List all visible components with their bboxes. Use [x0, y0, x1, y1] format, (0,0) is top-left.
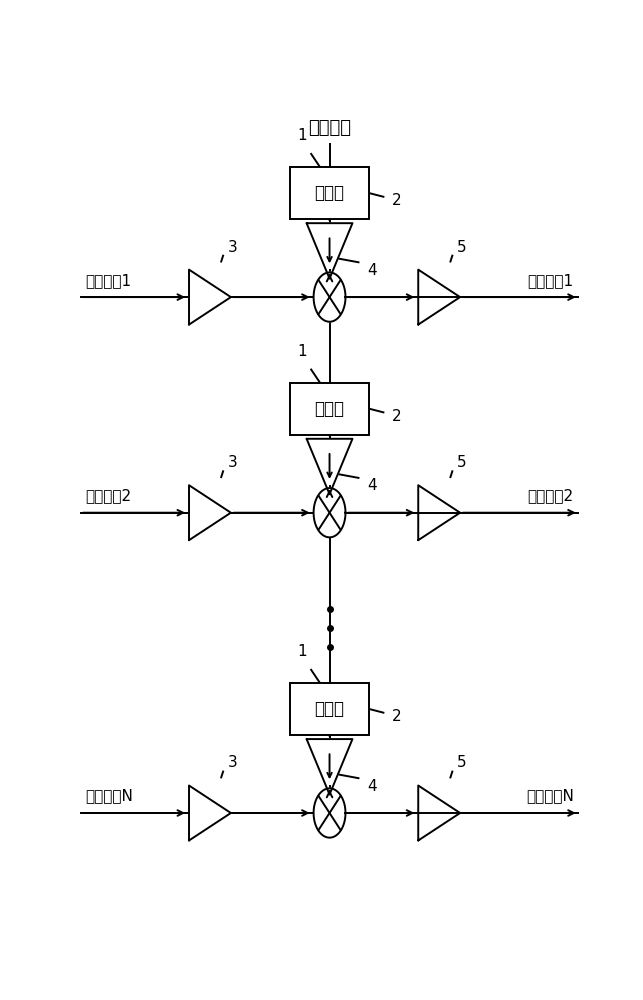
Text: 2: 2 [392, 709, 402, 724]
Bar [290, 167, 369, 219]
Text: 4: 4 [367, 779, 377, 794]
Text: 本振源: 本振源 [314, 400, 345, 418]
Polygon shape [314, 272, 345, 322]
Text: 2: 2 [392, 193, 402, 208]
Text: 本振源: 本振源 [314, 700, 345, 718]
Text: 中频信号N: 中频信号N [86, 789, 133, 804]
Text: 3: 3 [228, 755, 237, 770]
Text: 4: 4 [367, 478, 377, 493]
Text: 中频信号2: 中频信号2 [86, 488, 131, 503]
Text: 本振源: 本振源 [314, 184, 345, 202]
Text: 4: 4 [367, 263, 377, 278]
Polygon shape [314, 488, 345, 537]
Text: 5: 5 [457, 755, 466, 770]
Text: 3: 3 [228, 455, 237, 470]
Text: 3: 3 [228, 240, 237, 255]
Text: 射频信号2: 射频信号2 [528, 488, 574, 503]
Text: 时钟信号: 时钟信号 [308, 119, 351, 137]
Text: 5: 5 [457, 455, 466, 470]
Text: 1: 1 [297, 128, 307, 143]
Polygon shape [307, 223, 352, 279]
Bar [290, 383, 369, 435]
Text: 射频信号N: 射频信号N [526, 789, 574, 804]
Text: 2: 2 [392, 409, 402, 424]
Text: 1: 1 [297, 344, 307, 359]
Text: 5: 5 [457, 240, 466, 255]
Polygon shape [307, 439, 352, 494]
Bar [290, 683, 369, 735]
Text: 1: 1 [297, 644, 307, 659]
Text: 中频信号1: 中频信号1 [86, 273, 131, 288]
Text: 射频信号1: 射频信号1 [528, 273, 574, 288]
Polygon shape [307, 739, 352, 795]
Polygon shape [314, 788, 345, 838]
